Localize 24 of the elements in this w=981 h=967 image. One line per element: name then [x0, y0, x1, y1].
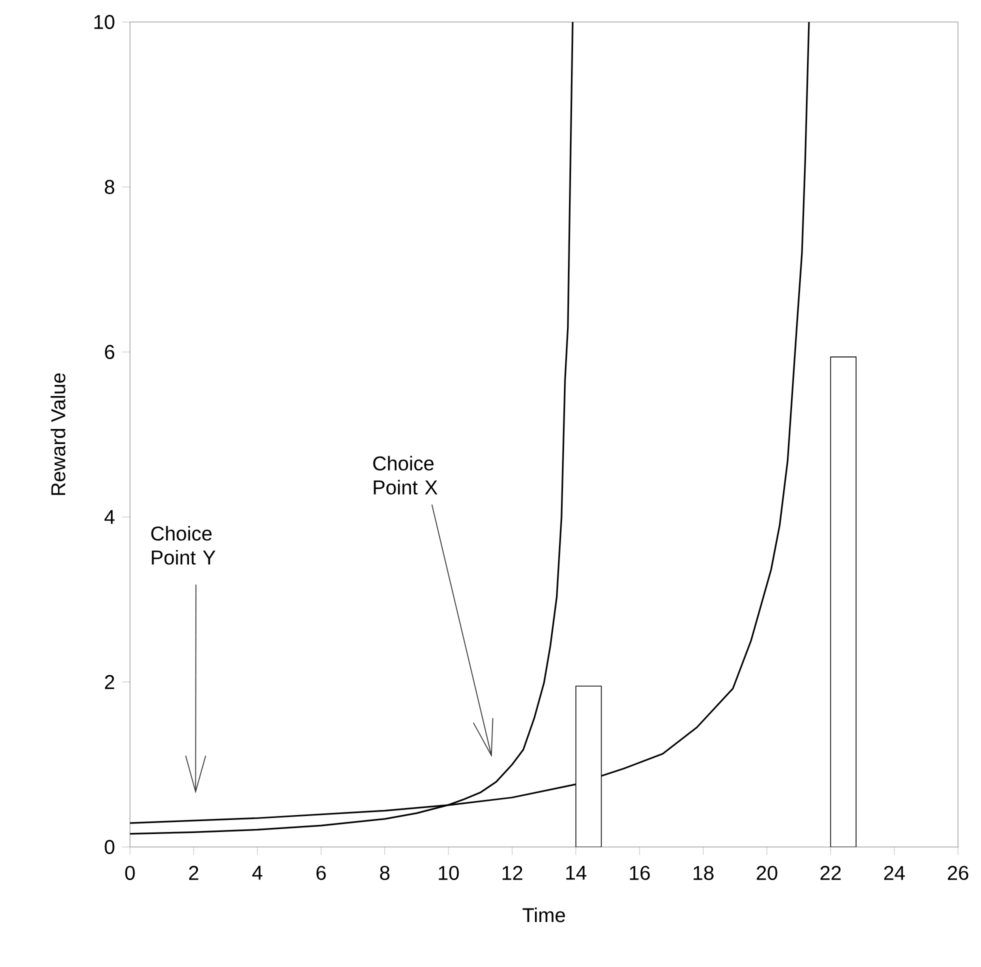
y-axis-title: Reward Value	[50, 373, 66, 495]
y-tick-label: 2	[105, 675, 114, 689]
x-tick-label: 22	[820, 866, 841, 880]
x-tick-label: 2	[189, 866, 198, 880]
y-tick-label: 8	[104, 180, 114, 194]
x-axis-title: Time	[522, 908, 565, 922]
x-tick-label: 14	[566, 866, 586, 880]
y-tick-label: 6	[105, 344, 114, 360]
x-tick-label: 24	[884, 866, 905, 880]
x-tick-label: 26	[948, 866, 968, 880]
annotation: Choice Point X	[373, 456, 438, 495]
x-tick-label: 10	[438, 866, 459, 880]
x-tick-label: 16	[630, 866, 650, 880]
annotation: Choice Point Y	[151, 526, 216, 565]
x-tick-label: 20	[756, 866, 778, 880]
x-tick-label: 6	[316, 866, 326, 880]
y-tick-label: 4	[104, 510, 115, 524]
y-tick-label: 0	[104, 840, 114, 854]
x-tick-label: 0	[125, 866, 135, 880]
x-tick-label: 12	[502, 866, 522, 880]
y-tick-label: 10	[94, 14, 114, 30]
x-tick-label: 4	[252, 866, 262, 880]
x-tick-label: 8	[380, 866, 390, 880]
x-tick-label: 18	[694, 866, 714, 880]
